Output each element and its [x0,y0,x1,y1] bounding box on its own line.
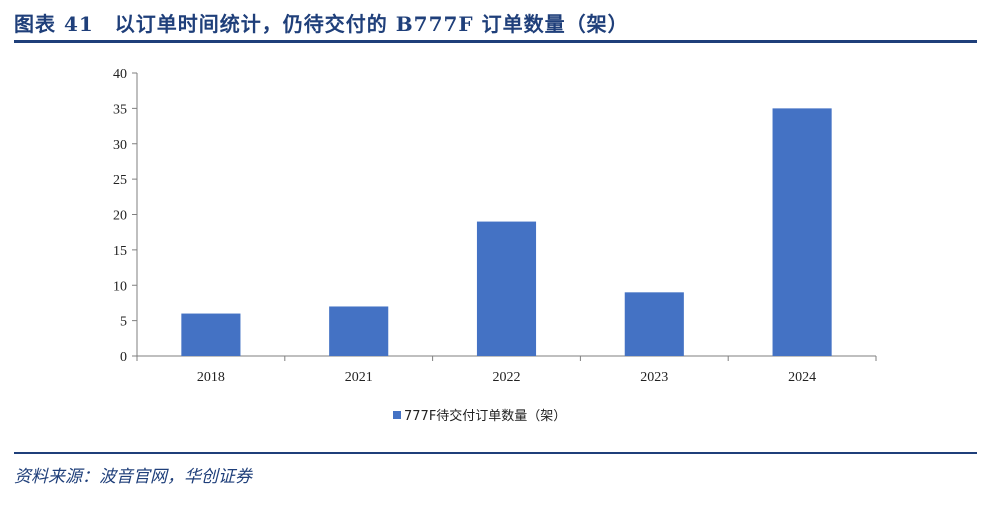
y-tick-label: 10 [113,279,127,294]
legend-swatch [393,411,401,419]
bar-2018 [181,313,241,356]
bars [181,108,832,356]
x-tick-label: 2018 [197,370,225,385]
x-tick-label: 2022 [493,370,521,385]
bar-2023 [624,292,684,356]
bar-2022 [476,221,537,356]
figure-title: 图表 41 以订单时间统计，仍待交付的 B777F 订单数量（架） [14,12,629,36]
title-rule [14,40,977,43]
y-tick-label: 15 [113,244,127,259]
bar-2024 [772,108,832,356]
legend: 777F待交付订单数量（架） [393,408,566,424]
y-tick-label: 20 [113,209,127,224]
x-tick-label: 2024 [788,370,816,385]
y-tick-label: 25 [113,173,127,188]
figure-title-row: 图表 41 以订单时间统计，仍待交付的 B777F 订单数量（架） [14,8,971,38]
x-axis: 2018 2021 2022 2023 2024 [136,355,877,385]
x-tick-label: 2021 [345,370,373,385]
bar-2021 [329,306,389,356]
y-tick-label: 40 [113,67,127,82]
footer-rule [14,452,977,454]
y-tick-label: 35 [113,102,127,117]
x-tick-label: 2023 [640,370,668,385]
y-tick-label: 5 [120,315,127,330]
legend-label: 777F待交付订单数量（架） [404,408,566,424]
y-axis: 0 5 10 15 20 25 30 35 40 [113,67,138,365]
source-note: 资料来源：波音官网，华创证券 [14,467,252,487]
y-tick-label: 30 [113,138,127,153]
y-tick-label: 0 [120,350,127,365]
bar-chart: 0 5 10 15 20 25 30 35 40 2018 2021 2022 2023 2024 77… [113,67,877,424]
